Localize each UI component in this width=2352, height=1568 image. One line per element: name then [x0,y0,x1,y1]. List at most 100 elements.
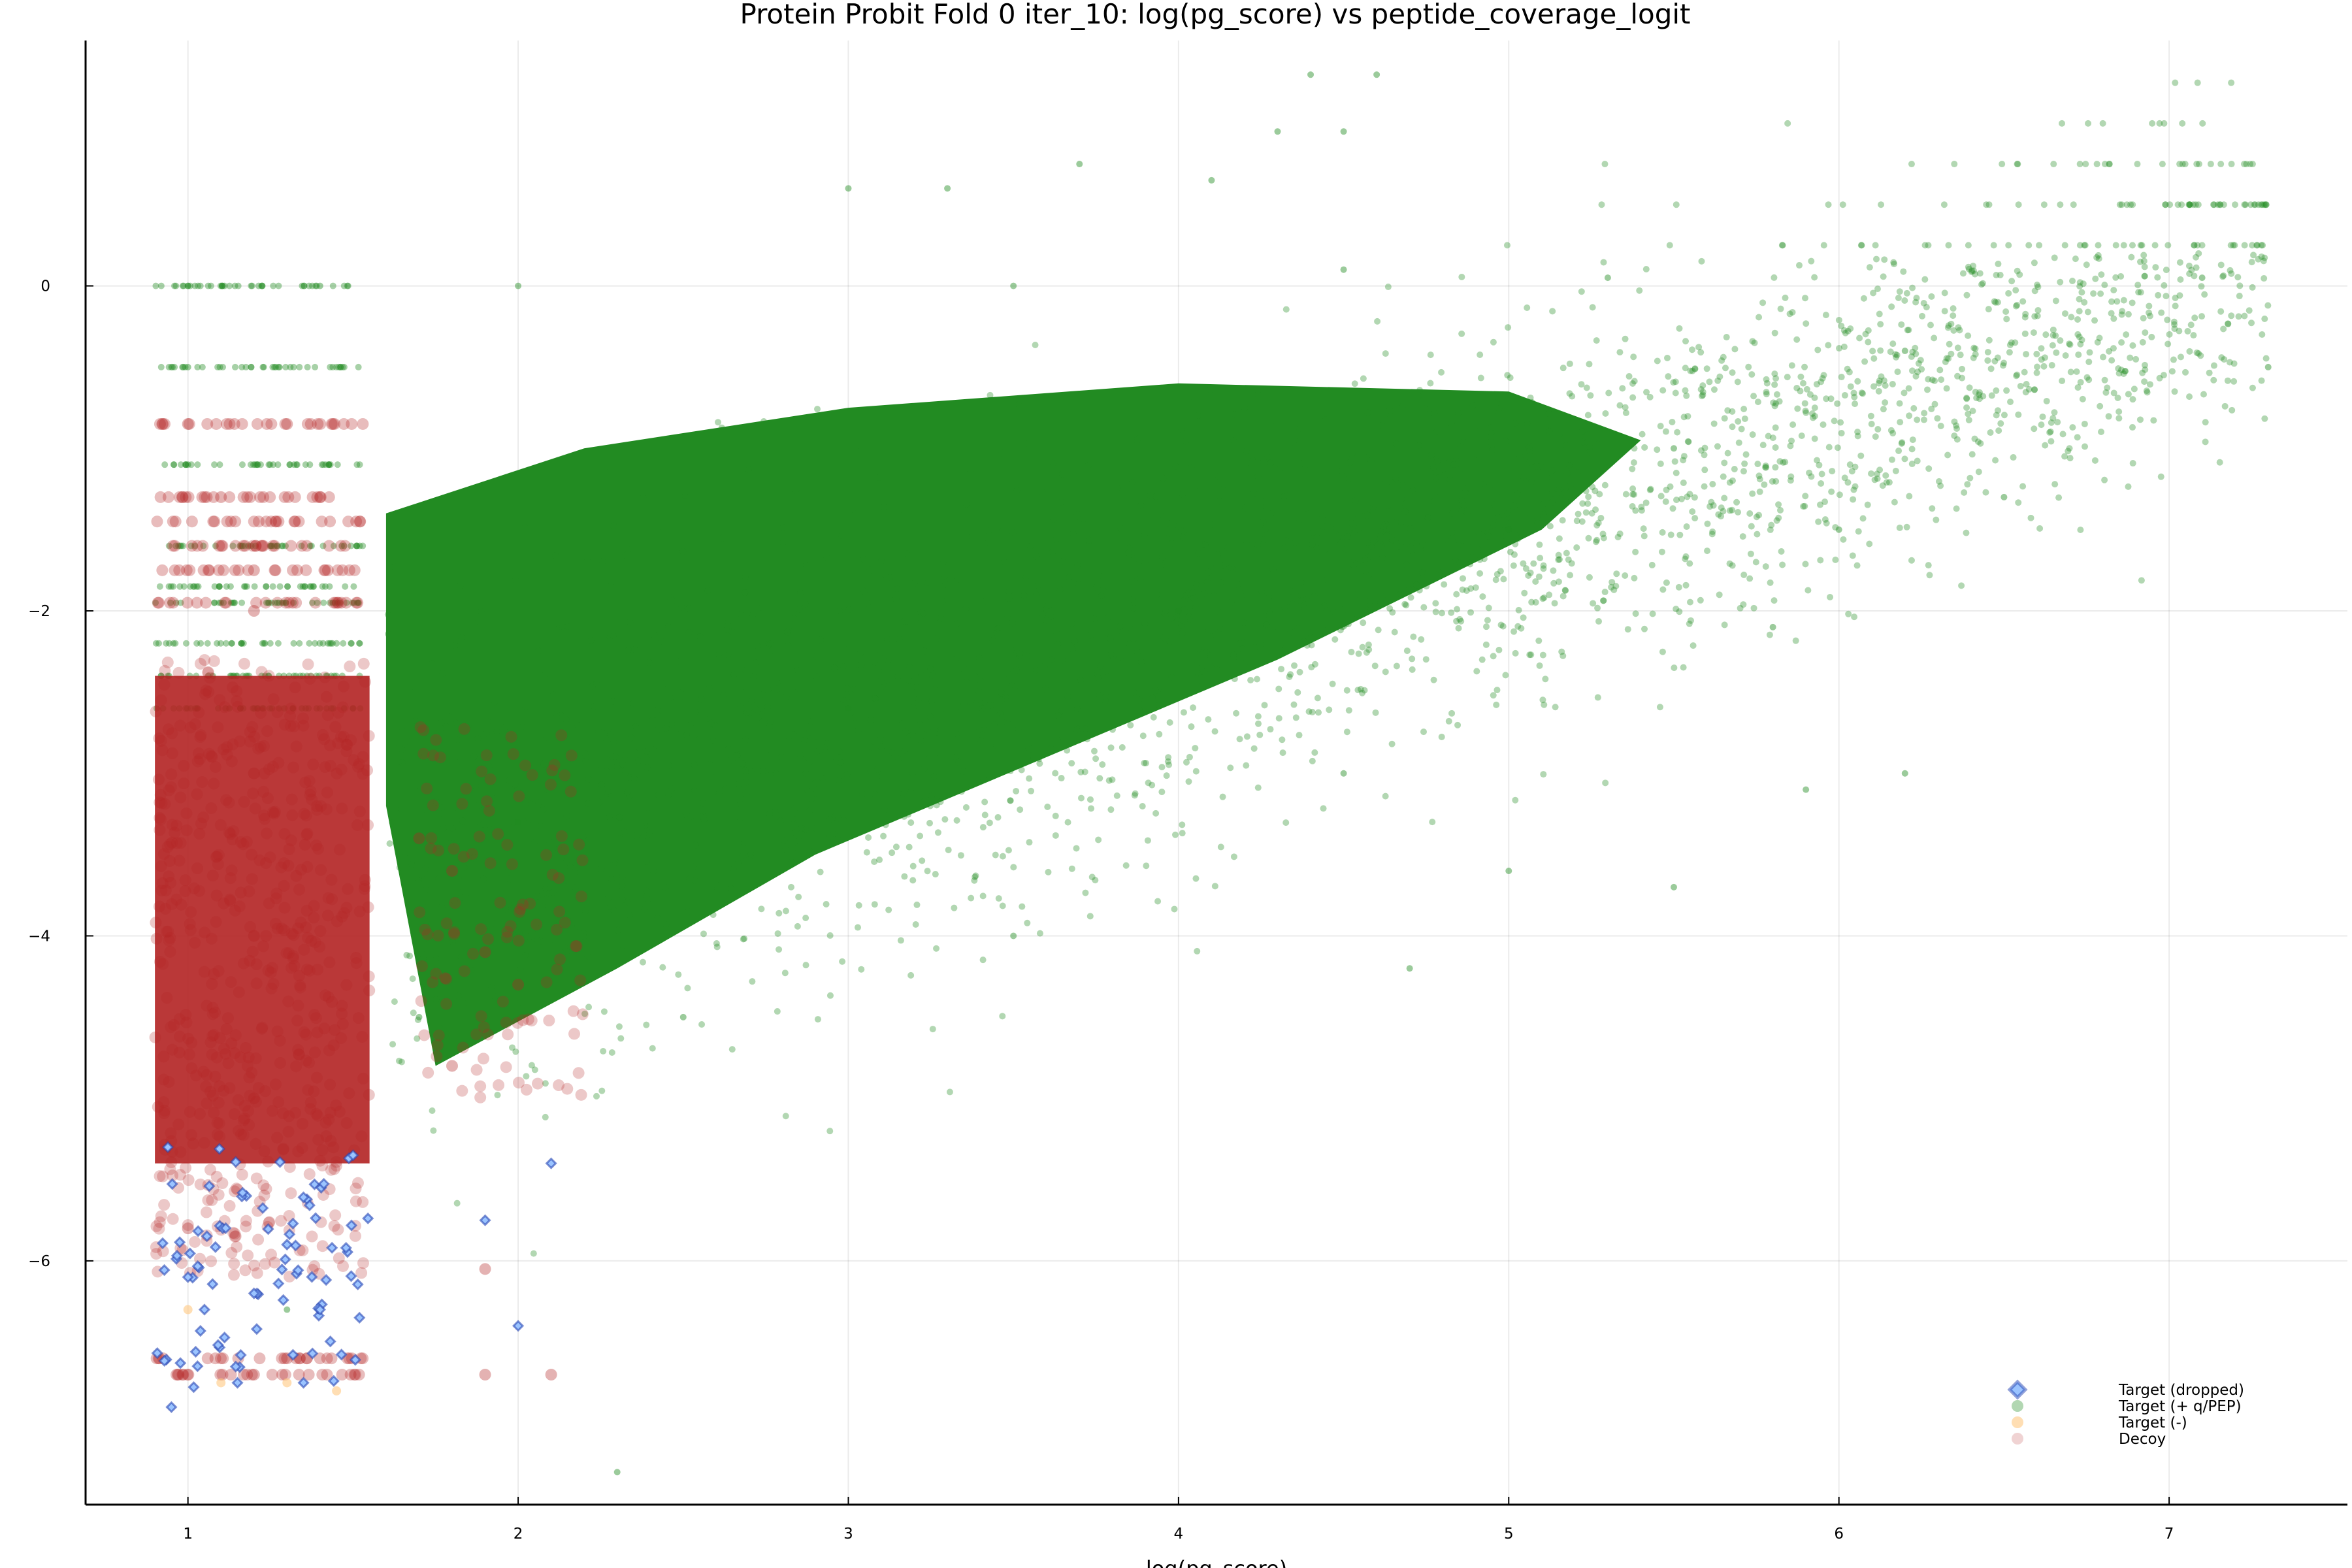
target-qpep-point [1360,562,1367,569]
target-qpep-point [1097,662,1104,670]
target-qpep-point [1243,762,1250,769]
target-qpep-point [284,583,291,590]
target-qpep-point [2179,120,2186,127]
decoy-point [314,417,327,430]
target-qpep-point [1330,559,1337,566]
target-qpep-point [1779,242,1786,249]
target-qpep-point [1726,479,1733,486]
decoy-point [338,730,350,743]
target-qpep-point [1186,753,1193,760]
decoy-point [301,540,313,552]
target-qpep-point [2093,254,2100,261]
target-qpep-point [1201,590,1208,597]
decoy-point [561,1083,574,1095]
target-qpep-point [2228,79,2235,86]
target-qpep-point [1540,771,1547,778]
decoy-point [276,923,288,935]
target-qpep-point [1166,719,1173,726]
target-qpep-point [1311,593,1318,600]
target-dropped-point [277,1294,289,1307]
target-qpep-point [1308,664,1315,671]
target-qpep-point [2114,298,2121,305]
target-qpep-point [1532,598,1539,606]
target-qpep-point [1085,462,1092,469]
target-qpep-point [1064,693,1071,700]
target-qpep-point [1825,342,1832,349]
decoy-point [211,1117,223,1129]
target-dropped-point [306,1347,319,1360]
target-qpep-point [738,610,745,617]
target-qpep-point [654,528,661,535]
target-qpep-point [2101,376,2108,384]
target-qpep-point [1370,538,1377,545]
target-qpep-point [238,640,245,647]
target-qpep-point [1808,257,1815,265]
target-qpep-point [217,282,224,289]
target-qpep-point [1966,384,1973,391]
target-qpep-point [1192,875,1200,882]
decoy-point [213,540,225,552]
target-qpep-point [1158,561,1165,568]
target-qpep-point [1882,472,1889,479]
decoy-point [193,828,206,840]
decoy-point [154,491,167,503]
target-qpep-point [489,939,496,946]
target-qpep-point [2166,331,2173,338]
target-qpep-point [1797,373,1805,380]
target-qpep-point [166,640,173,647]
target-qpep-point [270,542,278,549]
decoy-point [332,596,344,609]
decoy-point [238,657,250,670]
decoy-point [182,1174,195,1186]
decoy-point [433,1029,445,1041]
target-qpep-point [1641,444,1648,451]
target-qpep-point [318,461,325,468]
target-qpep-point [165,363,172,370]
target-qpep-point [802,962,809,969]
decoy-point [324,760,336,772]
target-qpep-point [1762,462,1769,469]
target-qpep-point [1490,692,1497,699]
target-qpep-point [1569,393,1576,400]
target-qpep-point [824,740,831,747]
target-qpep-point [997,689,1004,696]
target-qpep-point [1684,413,1691,420]
target-qpep-point [1292,714,1299,721]
target-qpep-point [1313,544,1320,551]
target-qpep-point [817,636,824,644]
target-qpep-point [728,628,736,635]
target-qpep-point [1821,516,1829,523]
target-qpep-point [1013,487,1021,495]
target-qpep-point [457,894,465,901]
decoy-point [202,1194,214,1207]
target-qpep-point [1005,670,1012,678]
target-qpep-point [2219,273,2227,280]
target-qpep-point [1203,649,1210,656]
target-qpep-point [743,709,751,716]
target-qpep-point [1921,410,1928,417]
target-qpep-point [840,641,847,648]
target-qpep-point [440,825,447,832]
target-qpep-point [177,599,184,606]
target-qpep-point [1482,641,1490,648]
target-qpep-point [2228,270,2235,277]
target-qpep-point [1076,161,1083,168]
target-qpep-point [772,808,779,815]
target-dropped-point [158,1354,171,1367]
target-qpep-point [2084,308,2091,316]
target-qpep-point [171,282,178,289]
target-qpep-point [1448,420,1455,427]
target-qpep-point [2123,201,2131,208]
target-qpep-point [397,805,404,812]
decoy-point [363,985,376,997]
target-qpep-point [1794,405,1801,412]
target-qpep-point [485,763,493,770]
decoy-point [246,849,258,861]
target-qpep-point [655,713,662,720]
target-qpep-point [598,1087,606,1094]
target-qpep-point [1892,467,1899,474]
decoy-point [335,540,347,552]
target-qpep-point [259,282,266,289]
decoy-point [171,1369,183,1381]
target-qpep-point [1489,446,1496,453]
